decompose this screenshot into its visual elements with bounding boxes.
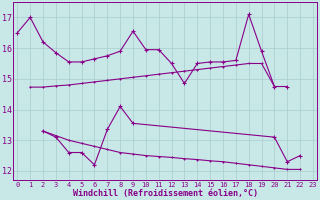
X-axis label: Windchill (Refroidissement éolien,°C): Windchill (Refroidissement éolien,°C) (73, 189, 258, 198)
